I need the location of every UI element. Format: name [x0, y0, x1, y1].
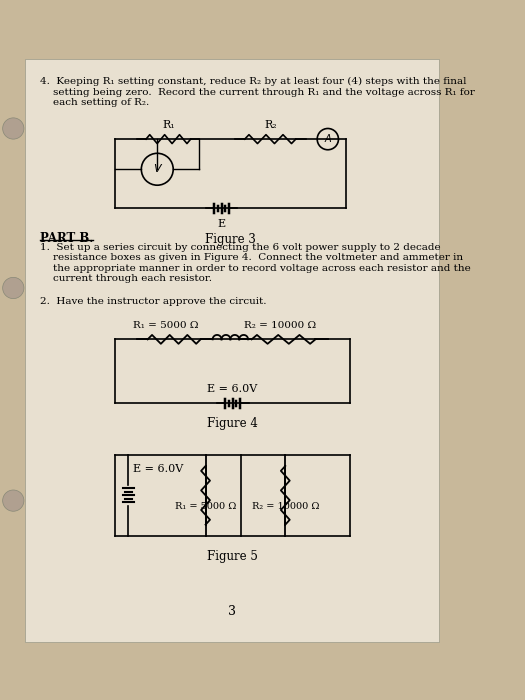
Text: Figure 4: Figure 4 — [207, 417, 258, 430]
Text: R₁: R₁ — [162, 120, 175, 130]
Circle shape — [3, 490, 24, 511]
Text: 1.  Set up a series circuit by connecting the 6 volt power supply to 2 decade
  : 1. Set up a series circuit by connecting… — [40, 243, 470, 283]
Text: 2.  Have the instructor approve the circuit.: 2. Have the instructor approve the circu… — [40, 297, 266, 306]
Text: R₁ = 5000 Ω: R₁ = 5000 Ω — [133, 321, 198, 330]
FancyBboxPatch shape — [25, 60, 439, 643]
Circle shape — [3, 118, 24, 139]
Circle shape — [141, 153, 173, 186]
Text: E: E — [217, 219, 226, 229]
Text: PART B.: PART B. — [40, 232, 93, 245]
Text: R₂ = 10000 Ω: R₂ = 10000 Ω — [251, 503, 319, 512]
Text: E = 6.0V: E = 6.0V — [207, 384, 258, 394]
Text: Figure 5: Figure 5 — [207, 550, 258, 564]
Text: 4.  Keeping R₁ setting constant, reduce R₂ by at least four (4) steps with the f: 4. Keeping R₁ setting constant, reduce R… — [40, 77, 475, 107]
Text: 3: 3 — [228, 605, 236, 617]
Text: A: A — [324, 134, 331, 144]
Circle shape — [3, 277, 24, 299]
Circle shape — [317, 129, 339, 150]
Text: V: V — [153, 164, 161, 174]
Text: R₂ = 10000 Ω: R₂ = 10000 Ω — [244, 321, 316, 330]
Text: E = 6.0V: E = 6.0V — [133, 463, 183, 474]
Text: Figure 3: Figure 3 — [205, 233, 256, 246]
Text: R₂: R₂ — [264, 120, 277, 130]
Text: R₁ = 5000 Ω: R₁ = 5000 Ω — [175, 503, 236, 512]
